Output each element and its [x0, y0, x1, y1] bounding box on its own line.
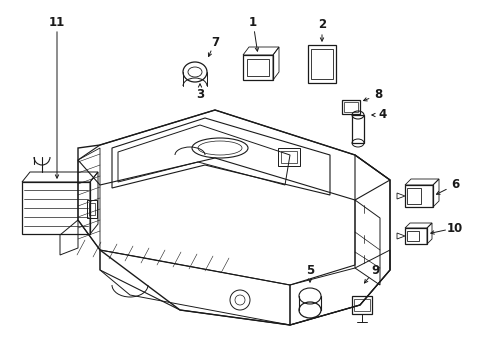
- Text: 8: 8: [373, 89, 381, 102]
- Bar: [351, 296, 371, 314]
- Bar: [281, 151, 296, 163]
- Text: 1: 1: [248, 15, 257, 28]
- Text: 7: 7: [210, 36, 219, 49]
- Bar: [341, 100, 359, 114]
- Bar: [343, 102, 357, 112]
- Bar: [406, 231, 418, 241]
- Bar: [89, 203, 95, 215]
- Bar: [406, 188, 420, 204]
- Bar: [404, 185, 432, 207]
- Bar: [22, 182, 90, 234]
- Text: 5: 5: [305, 264, 313, 276]
- Bar: [87, 200, 97, 218]
- Text: 10: 10: [446, 221, 462, 234]
- Text: 9: 9: [370, 264, 378, 276]
- Text: 2: 2: [317, 18, 325, 31]
- Bar: [246, 59, 268, 76]
- Bar: [307, 45, 335, 83]
- Bar: [310, 49, 332, 79]
- Bar: [351, 115, 363, 143]
- Bar: [353, 299, 369, 311]
- Bar: [243, 55, 272, 80]
- Text: 4: 4: [378, 108, 386, 122]
- Text: 11: 11: [49, 15, 65, 28]
- Bar: [278, 148, 299, 166]
- Bar: [404, 228, 426, 244]
- Text: 3: 3: [196, 89, 203, 102]
- Text: 6: 6: [450, 179, 458, 192]
